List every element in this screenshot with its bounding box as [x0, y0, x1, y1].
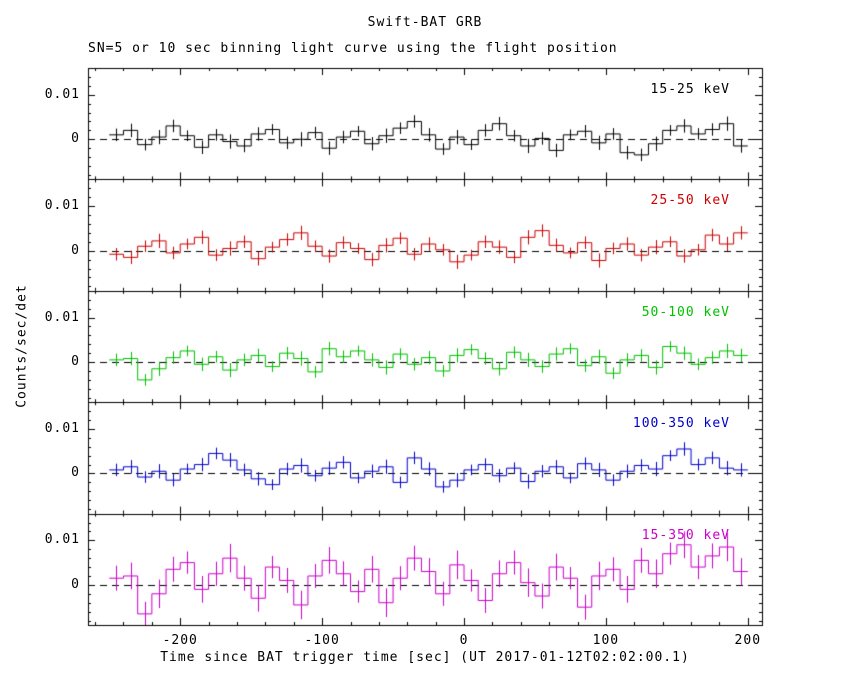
y-tick-label: 0.01: [44, 420, 80, 436]
y-tick-label: 0: [71, 465, 80, 481]
x-tick-label: -100: [304, 633, 340, 648]
series-label-25-50-kev: 25-50 keV: [650, 193, 730, 209]
y-tick-label: 0.01: [44, 198, 80, 214]
series-label-50-100-kev: 50-100 keV: [641, 304, 730, 320]
series-label-100-350-kev: 100-350 keV: [632, 416, 730, 432]
series-label-15-25-kev: 15-25 keV: [650, 82, 730, 97]
x-tick-label: 100: [592, 633, 620, 648]
y-tick-label: 0: [71, 354, 80, 370]
y-axis-label: Counts/sec/det: [14, 284, 30, 408]
y-tick-label: 0.01: [44, 309, 80, 325]
y-tick-label: 0: [71, 131, 80, 147]
y-tick-label: 0.01: [44, 86, 80, 102]
x-axis-label: Time since BAT trigger time [sec] (UT 20…: [160, 650, 690, 665]
x-tick-label: 200: [734, 633, 762, 648]
series-label-15-350-kev: 15-350 keV: [641, 527, 730, 543]
x-tick-label: -200: [162, 633, 198, 648]
x-tick-label: 0: [459, 633, 469, 648]
y-tick-label: 0.01: [44, 532, 80, 548]
y-tick-label: 0: [71, 242, 80, 258]
chart-title: Swift-BAT GRB: [367, 15, 483, 30]
chart-subtitle: SN=5 or 10 sec binning light curve using…: [88, 41, 618, 56]
y-tick-label: 0: [71, 576, 80, 592]
